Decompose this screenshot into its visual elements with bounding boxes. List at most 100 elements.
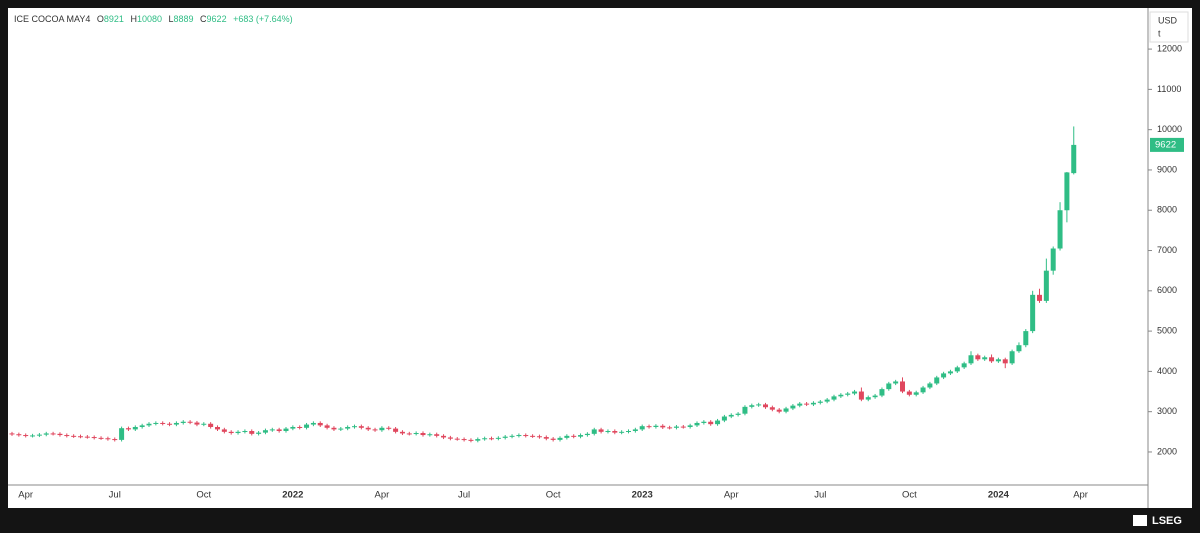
candle-body — [797, 403, 803, 406]
candle-body — [365, 427, 371, 430]
candle-body — [379, 427, 385, 431]
candle-body — [434, 434, 440, 436]
candle-body — [578, 435, 584, 437]
candle-body — [776, 409, 782, 412]
candle-body — [468, 439, 474, 441]
candle-body — [78, 436, 83, 438]
candle-body — [626, 431, 631, 433]
candle-body — [160, 422, 166, 424]
symbol: ICE COCOA MAY4 — [14, 14, 90, 24]
candle-body — [920, 387, 926, 393]
candle-body — [831, 396, 837, 400]
candle-body — [1064, 172, 1070, 211]
candle-body — [612, 431, 618, 433]
candle-body — [749, 405, 755, 407]
candle-body — [804, 403, 810, 405]
candle-body — [1030, 294, 1036, 332]
x-tick-label: Apr — [18, 490, 33, 501]
y-tick-label: 10000 — [1157, 124, 1182, 134]
candle-body — [310, 422, 316, 425]
x-tick-label: Jul — [814, 490, 826, 501]
candle-body — [43, 433, 49, 435]
candle-body — [461, 439, 467, 441]
candle-body — [619, 431, 625, 433]
candle-body — [516, 435, 522, 437]
candle-body — [180, 421, 186, 423]
x-tick-label: 2022 — [282, 490, 303, 501]
candle-body — [454, 438, 460, 440]
x-tick-label: Jul — [109, 490, 121, 501]
candle-body — [406, 433, 412, 435]
candle-body — [995, 359, 1001, 362]
candle-body — [36, 434, 42, 436]
candle-body — [221, 429, 227, 432]
candle-body — [290, 426, 296, 429]
candle-body — [687, 425, 693, 427]
y-tick-label: 8000 — [1157, 205, 1177, 215]
candle-body — [715, 420, 721, 425]
letter: H — [130, 14, 137, 24]
candle-body — [16, 434, 22, 436]
unit: t — [1158, 28, 1161, 38]
candle-body — [598, 429, 604, 432]
candle-body — [817, 401, 823, 403]
x-tick-label: Apr — [724, 490, 739, 501]
candle-body — [824, 399, 830, 402]
candle-body — [810, 402, 816, 405]
candle-body — [338, 428, 344, 430]
candle-body — [673, 426, 679, 428]
candle-body — [989, 357, 995, 362]
candle-body — [968, 355, 974, 364]
candle-body — [30, 435, 36, 437]
candle-body — [201, 423, 207, 425]
x-tick-label: Oct — [546, 490, 561, 501]
candle-body — [735, 413, 741, 415]
candle-body — [194, 422, 200, 425]
candle-body — [536, 436, 542, 438]
candle-body — [420, 433, 426, 436]
candle-body — [667, 427, 673, 429]
candle-body — [215, 426, 220, 430]
candle-body — [742, 406, 748, 414]
candle-body — [139, 425, 145, 427]
candle-body — [23, 435, 29, 437]
x-tick-label: Apr — [1073, 490, 1088, 501]
y-tick-label: 2000 — [1157, 446, 1177, 456]
open-value: 8921 — [104, 14, 124, 24]
x-tick-label: Jul — [458, 490, 470, 501]
candle-body — [1009, 351, 1015, 364]
candle-body — [242, 431, 248, 433]
candle-body — [900, 381, 905, 392]
chart-background — [8, 8, 1192, 508]
candle-body — [489, 438, 494, 440]
letter: C — [200, 14, 207, 24]
legend: ICE COCOA MAY4 O8921 H10080 L8889 C9622 … — [14, 14, 293, 24]
candle-body — [125, 428, 131, 430]
y-tick-label: 7000 — [1157, 245, 1177, 255]
candle-body — [879, 389, 885, 396]
candle-body — [502, 436, 508, 438]
candle-body — [845, 393, 851, 395]
candle-body — [105, 438, 111, 440]
candle-body — [632, 429, 638, 432]
candle-body — [886, 383, 892, 390]
candle-body — [769, 407, 775, 410]
x-tick-label: Oct — [196, 490, 211, 501]
candle-body — [399, 431, 405, 434]
candle-body — [358, 426, 364, 428]
candle-body — [947, 371, 953, 374]
y-tick-label: 11000 — [1157, 84, 1181, 94]
candle-body — [413, 433, 419, 435]
candle-body — [756, 404, 762, 406]
candle-body — [550, 438, 556, 440]
candle-body — [84, 436, 90, 438]
candle-body — [1023, 331, 1029, 346]
candle-body — [324, 425, 330, 428]
candle-body — [954, 367, 960, 372]
candle-body — [427, 434, 433, 436]
candle-body — [961, 363, 967, 368]
candle-body — [269, 429, 275, 431]
candle-body — [564, 435, 570, 438]
candle-body — [523, 435, 529, 437]
price-badge-label: 9622 — [1155, 139, 1176, 150]
